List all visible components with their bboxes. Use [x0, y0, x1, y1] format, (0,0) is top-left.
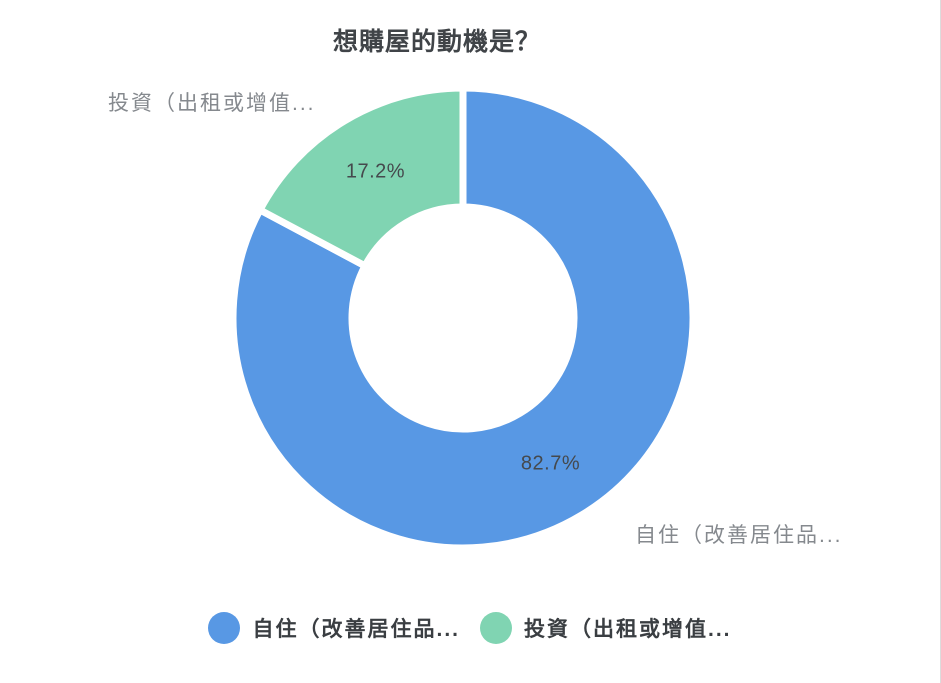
- legend-label-investment: 投資（出租或增值...: [524, 618, 732, 641]
- donut-slice-self-use[interactable]: [229, 84, 697, 552]
- legend-label-self-use: 自住（改善居住品...: [252, 618, 460, 641]
- percent-label-investment: 17.2%: [345, 160, 406, 183]
- legend-item-investment[interactable]: 投資（出租或增值...: [480, 612, 732, 644]
- legend-item-self-use[interactable]: 自住（改善居住品...: [208, 612, 460, 644]
- slice-outer-label-self-use: 自住（改善居住品...: [635, 524, 843, 547]
- slice-outer-label-investment: 投資（出租或增值...: [108, 92, 316, 115]
- legend: 自住（改善居住品... 投資（出租或增值...: [0, 612, 940, 644]
- donut-slice-investment[interactable]: [256, 84, 467, 270]
- chart-title: 想購屋的動機是？: [332, 28, 542, 56]
- percent-label-self-use: 82.7%: [520, 452, 581, 475]
- legend-swatch-blue-icon: [208, 612, 241, 644]
- legend-swatch-green-icon: [480, 612, 512, 644]
